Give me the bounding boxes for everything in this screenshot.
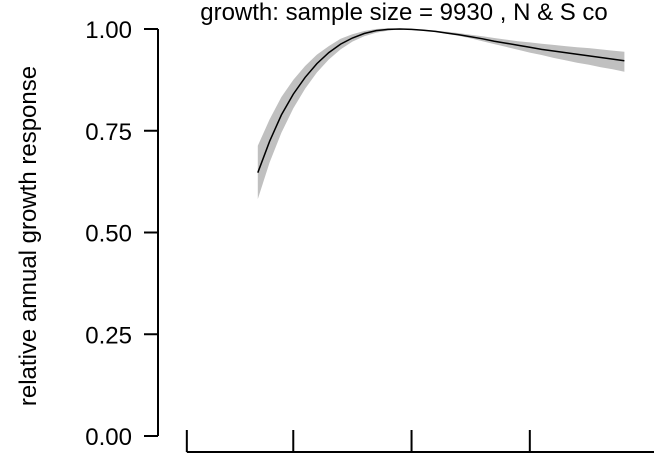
- plot-layer: 0.00 0.25 0.50 0.75 1.00: [85, 17, 654, 453]
- y-tick-label: 0.00: [85, 424, 132, 451]
- y-axis-title: relative annual growth response: [15, 66, 42, 406]
- chart-title: growth: sample size = 9930 , N & S co: [200, 0, 608, 26]
- y-tick-label: 1.00: [85, 17, 132, 44]
- y-tick-label: 0.50: [85, 221, 132, 248]
- series-line: [257, 28, 625, 173]
- y-tick-label: 0.75: [85, 119, 132, 146]
- y-tick-label: 0.25: [85, 322, 132, 349]
